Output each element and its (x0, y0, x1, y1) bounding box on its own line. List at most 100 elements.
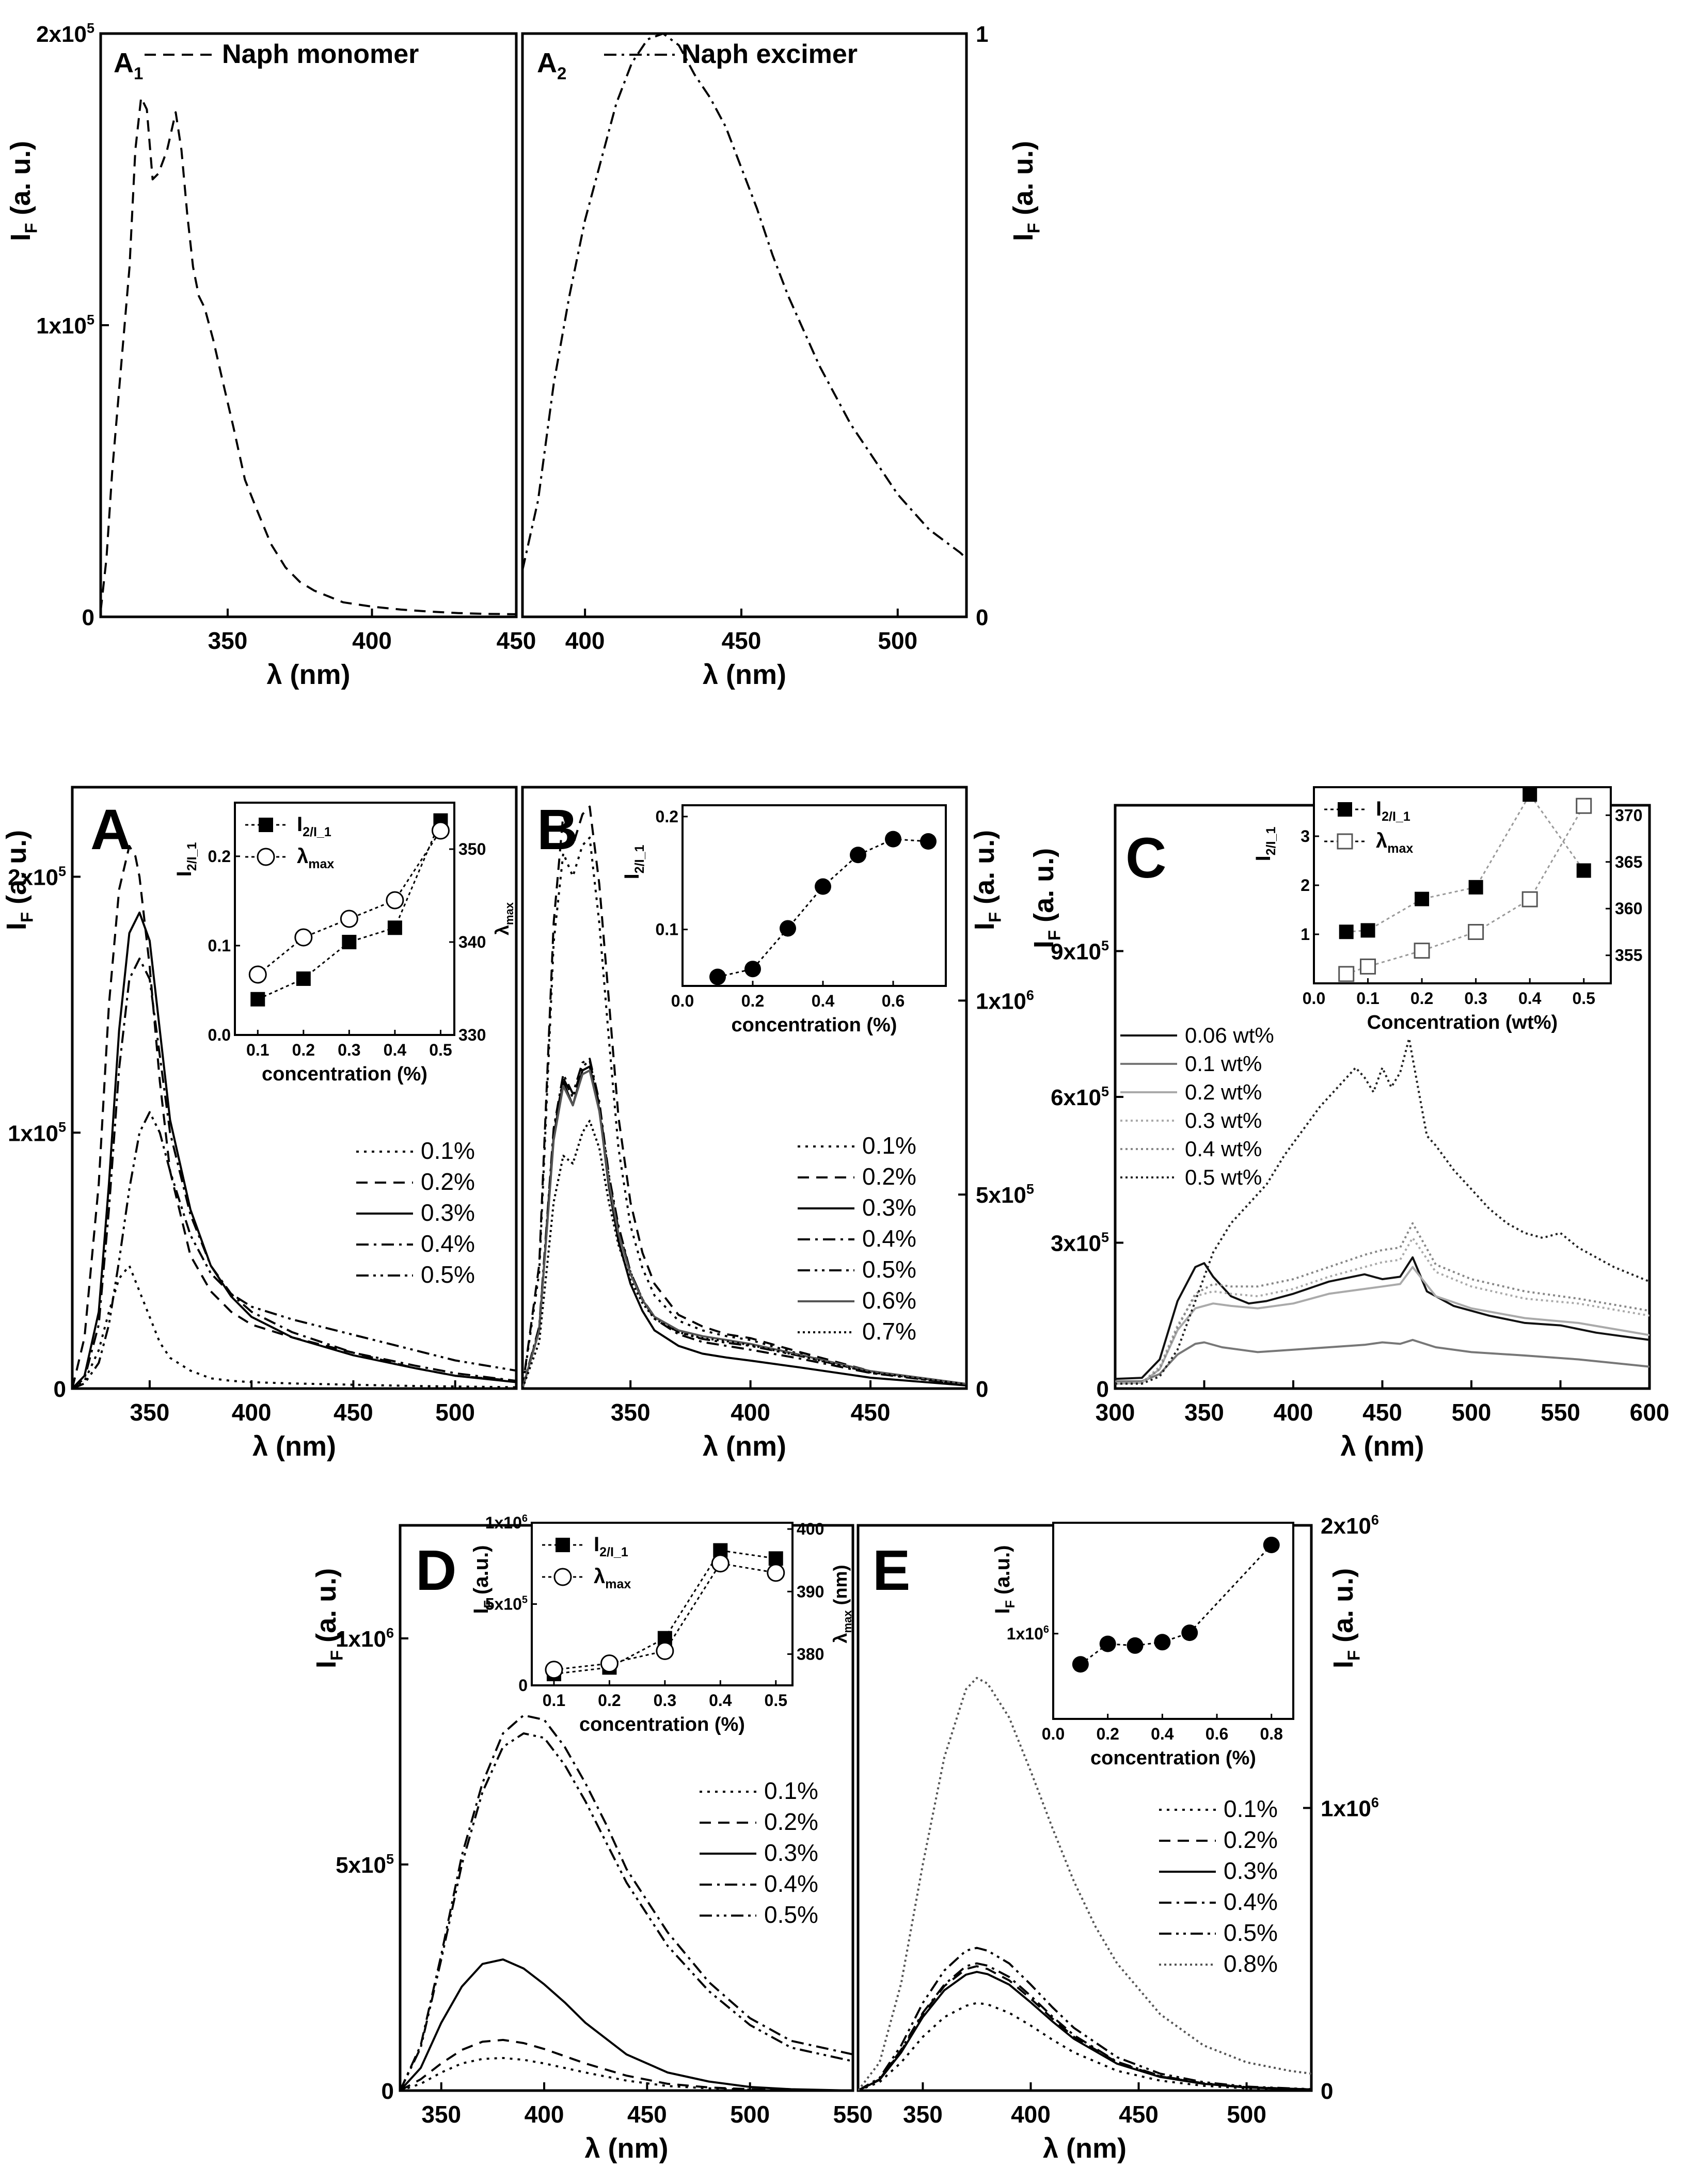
series-line-C-0 (1115, 1256, 1650, 1380)
inset-legend-label-script: 2/I_1 (303, 825, 331, 839)
inset-series-line (1080, 1544, 1272, 1665)
y-axis-label-part: I (311, 1661, 342, 1668)
inset-y-axis-label: I2/I_1​ (1252, 827, 1278, 862)
y-tick-label-script: 5 (1101, 1083, 1109, 1099)
inset-y-axis-label-script: F (482, 1600, 496, 1608)
inset-x-tick-label: 0.2 (292, 1041, 315, 1059)
inset-y-tick-label-part: 0 (518, 1676, 528, 1695)
x-tick-label: 300 (1096, 1399, 1135, 1426)
inset-x-tick-label: 0.6 (1206, 1725, 1228, 1743)
inset-x-tick-label: 0.4 (384, 1041, 407, 1059)
y-tick-label-part: 1x10 (8, 1121, 58, 1146)
series-line-B-1 (522, 805, 966, 1389)
legend-label-part: 0.5% (764, 1901, 818, 1928)
y-tick-label-part: 0 (382, 2079, 394, 2104)
inset-y-axis-label-part: I (173, 871, 196, 876)
inset-legend-label: λmax​ (297, 845, 334, 871)
y-axis-label-script: F (986, 912, 1005, 922)
y-tick-label: 9x105​ (1051, 938, 1109, 965)
series-line-C-1 (1115, 1338, 1650, 1382)
series-line-A-2 (72, 911, 516, 1389)
y-tick-label-script: 6 (1371, 1512, 1379, 1527)
inset-x-tick-label: 0.4 (709, 1691, 732, 1710)
x-tick-label: 550 (833, 2101, 873, 2128)
y-axis-label-part: I (1, 922, 32, 930)
inset-x-tick-label-part: 0.6 (1206, 1725, 1228, 1743)
x-tick-label: 600 (1630, 1399, 1670, 1426)
legend-label: 0.8% (1224, 1950, 1278, 1977)
inset-point (1576, 863, 1591, 878)
legend-label-part: 0.6% (862, 1287, 916, 1314)
series-group (1115, 1038, 1650, 1385)
series-line-D-0 (400, 2057, 853, 2091)
x-tick-label: 350 (1184, 1399, 1224, 1426)
inset-x-tick-label-part: 0.2 (292, 1041, 315, 1059)
legend-label: Naph monomer (222, 39, 419, 69)
inset-y2-tick-label-part: 340 (458, 933, 486, 951)
x-tick-label: 500 (1227, 2101, 1266, 2128)
inset-y2-tick-label: 400 (797, 1520, 824, 1538)
inset-legend-marker (1338, 802, 1352, 817)
y-tick-label: 0 (82, 605, 94, 630)
inset-x-tick-label-part: 0.1 (246, 1041, 269, 1059)
inset-x-axis-label: concentration (%) (732, 1014, 897, 1036)
y-tick-label-part: 0 (1097, 1377, 1109, 1402)
panel-label-part: A (114, 47, 134, 78)
inset-y2-tick-label: 340 (458, 933, 486, 951)
inset-point (815, 878, 831, 895)
x-axis-label: λ (nm) (703, 1431, 786, 1462)
legend-label-part: 0.4% (862, 1225, 916, 1252)
panel-label-part: B (537, 798, 578, 862)
inset-x-tick-label-part: 0.1 (543, 1691, 565, 1710)
y-axis-label-script: F (18, 912, 37, 922)
inset-y2-axis-label: λmax​ (491, 902, 516, 935)
legend-label: 0.3% (764, 1839, 818, 1866)
panel-label: A1​ (114, 47, 143, 83)
y-tick-label: 1 (976, 22, 988, 47)
x-tick-label-part: 500 (435, 1399, 475, 1426)
inset-y-tick-label-part: 1x10 (1007, 1624, 1043, 1643)
legend-label-part: 0.5% (421, 1261, 475, 1288)
plot-frame (521, 786, 968, 1390)
series-group (522, 805, 966, 1389)
inset-x-axis-label-part: Concentration (wt%) (1367, 1012, 1558, 1033)
inset-x-tick-label: 0.5 (1572, 989, 1595, 1008)
x-tick-label: 400 (1274, 1399, 1313, 1426)
x-tick-label-part: 450 (627, 2101, 667, 2128)
inset-x-tick-label: 0.3 (338, 1041, 360, 1059)
inset-y-tick-label: 3 (1301, 827, 1310, 846)
inset-x-axis-label: concentration (%) (1090, 1747, 1256, 1769)
y-axis-label-part: (a. u.) (1, 830, 32, 912)
inset-point (768, 1551, 783, 1566)
inset-y-tick-label-part: 1x10 (485, 1513, 522, 1532)
inset-y-axis-label-part: I (621, 873, 643, 879)
inset-legend-label: I2/I_1​ (297, 813, 331, 839)
x-tick-label: 450 (334, 1399, 373, 1426)
inset-B: 0.0 0.2 0.4 0.6 0.1 0.2 concentration (%) I2/I_… (621, 804, 947, 1036)
series-line-B-5 (522, 1069, 966, 1389)
y-tick-label-part: 1x10 (36, 313, 87, 339)
inset-y-axis-label-part: (a.u.) (470, 1545, 493, 1600)
inset-y-axis-label-script: F (1003, 1600, 1018, 1608)
inset-frame (681, 804, 947, 987)
inset-point (920, 833, 937, 850)
series-line-D-4 (400, 1732, 853, 2091)
inset-point (767, 1564, 785, 1582)
y-axis-label-script: F (1344, 1650, 1363, 1661)
legend-label-part: 0.2% (421, 1168, 475, 1195)
inset-point (744, 961, 761, 978)
x-tick-label: 500 (878, 627, 917, 654)
inset-y2-tick-label: 355 (1615, 946, 1642, 965)
x-axis-label-part: λ (nm) (703, 659, 786, 690)
legend-label: 0.3% (421, 1199, 475, 1226)
x-tick-label-part: 350 (611, 1399, 651, 1426)
y-tick-label-script: 5 (1026, 1182, 1034, 1197)
inset-legend-marker (556, 1538, 570, 1552)
legend-label-part: 0.4% (1224, 1888, 1278, 1915)
series-line-E-5 (858, 1677, 1311, 2091)
inset-legend-label-script: max (308, 857, 334, 871)
x-tick-label: 400 (525, 2101, 564, 2128)
inset-y2-axis-label-part: λ (491, 925, 513, 935)
inset-y-axis-label-part: I (470, 1608, 493, 1614)
inset-point (250, 992, 265, 1007)
